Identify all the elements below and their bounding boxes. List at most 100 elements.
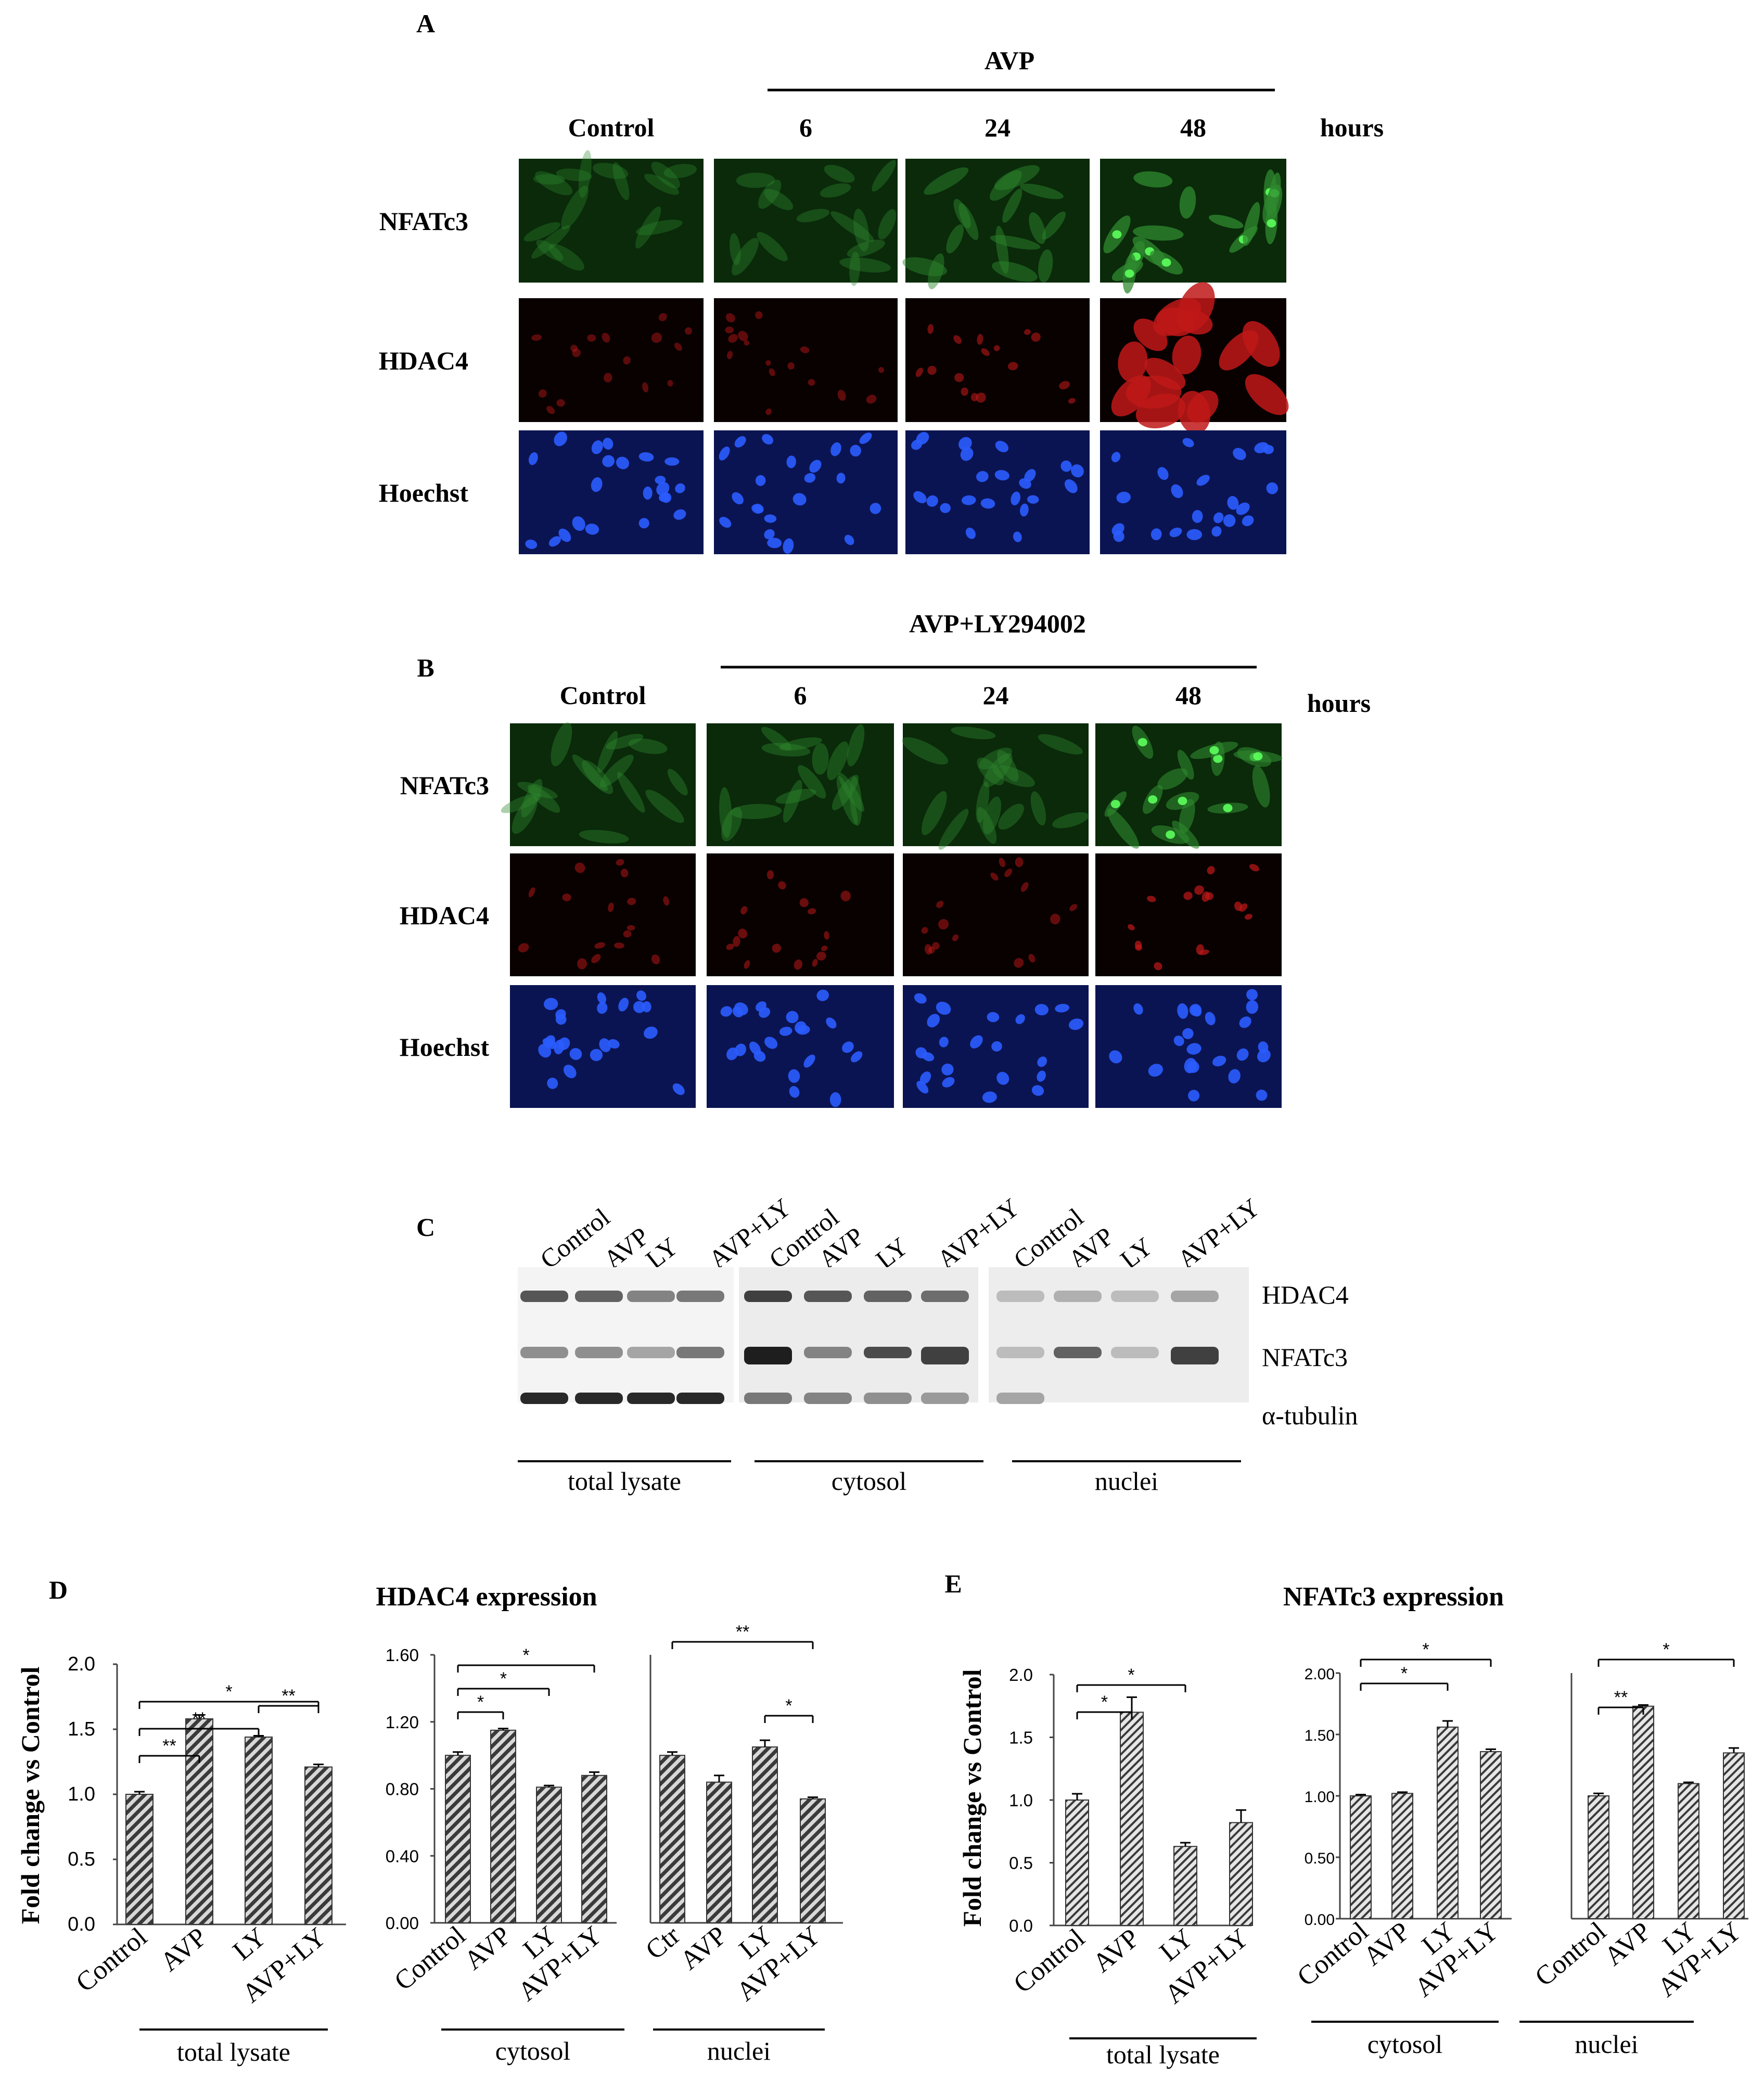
cell-blob xyxy=(587,334,596,342)
cell-blob xyxy=(759,1007,771,1018)
group-label: nuclei xyxy=(1575,2030,1638,2059)
group-label: total lysate xyxy=(177,2037,290,2066)
cell-blob xyxy=(1219,330,1259,371)
y-tick-label: 0.40 xyxy=(386,1846,419,1866)
cell-blob xyxy=(764,189,794,210)
cell-blob xyxy=(994,165,1040,190)
cell-blob xyxy=(1236,1048,1249,1061)
y-tick-label: 1.0 xyxy=(68,1783,95,1805)
cell-blob xyxy=(602,333,610,343)
cell-blob xyxy=(775,788,816,804)
blot-band xyxy=(575,1393,623,1404)
group-label: cytosol xyxy=(832,1466,906,1496)
cell-blob xyxy=(616,456,630,469)
micrograph-hdac4-1 xyxy=(510,853,696,976)
micrograph-hoechst-1 xyxy=(519,430,704,554)
cell-blob xyxy=(667,380,673,387)
blot-band xyxy=(627,1291,675,1302)
nucleus-blob xyxy=(1223,803,1233,812)
blot-membrane-total xyxy=(518,1267,734,1402)
cell-blob xyxy=(832,774,859,810)
cell-blob xyxy=(1055,1004,1070,1013)
blot-band xyxy=(921,1393,969,1404)
cell-blob xyxy=(527,784,560,813)
bar xyxy=(752,1746,778,1923)
significance-label: * xyxy=(1401,1664,1408,1683)
cell-blob xyxy=(738,330,748,341)
cell-blob xyxy=(528,452,538,465)
cell-blob xyxy=(591,440,603,454)
bar xyxy=(1391,1793,1413,1920)
cell-blob xyxy=(1188,1090,1200,1102)
micrograph-background xyxy=(905,159,1090,283)
blot-band xyxy=(1054,1347,1102,1358)
cell-blob xyxy=(953,199,971,228)
cell-blob xyxy=(836,473,846,484)
cell-blob xyxy=(915,367,923,377)
cell-blob xyxy=(927,365,937,375)
cell-blob xyxy=(983,753,1013,787)
cell-blob xyxy=(866,394,877,404)
micrograph-background xyxy=(714,298,898,422)
column-label: 6 xyxy=(794,681,807,710)
category-label: AVP+LY xyxy=(513,1921,608,2007)
group-label: total lysate xyxy=(568,1466,681,1496)
blot-band xyxy=(1171,1347,1219,1364)
cell-blob xyxy=(562,894,571,901)
cell-blob xyxy=(727,351,733,360)
cell-blob xyxy=(1020,882,1029,892)
cell-blob xyxy=(633,1001,645,1013)
blot-band xyxy=(804,1347,852,1358)
blot-band xyxy=(864,1291,912,1302)
cell-blob xyxy=(816,989,829,1001)
cell-blob xyxy=(842,1041,854,1053)
cell-blob xyxy=(794,959,803,970)
cell-blob xyxy=(1133,318,1168,351)
significance-label: * xyxy=(500,1669,507,1689)
blot-band xyxy=(996,1393,1044,1404)
cell-blob xyxy=(599,755,634,788)
cell-blob xyxy=(548,244,584,271)
nucleus-blob xyxy=(1124,269,1134,278)
cell-blob xyxy=(982,796,1002,835)
cell-blob xyxy=(1194,885,1204,895)
cell-blob xyxy=(938,918,949,930)
cell-blob xyxy=(977,807,997,844)
cell-blob xyxy=(936,901,944,909)
cell-blob xyxy=(829,1092,841,1107)
cell-blob xyxy=(517,782,558,799)
cell-blob xyxy=(1015,857,1024,867)
cell-blob xyxy=(594,942,606,949)
cell-blob xyxy=(996,1071,1009,1085)
significance-bracket: * xyxy=(1360,1664,1449,1691)
cell-blob xyxy=(836,776,858,825)
y-tick-label: 0.80 xyxy=(386,1780,419,1799)
cell-blob xyxy=(1172,335,1201,375)
significance-label: * xyxy=(1128,1665,1134,1685)
bar xyxy=(185,1718,213,1925)
cell-blob xyxy=(778,881,786,890)
bar xyxy=(1588,1795,1609,1919)
nucleus-blob xyxy=(1166,830,1175,839)
blot-band xyxy=(520,1393,568,1404)
blot-band xyxy=(627,1393,675,1404)
cell-blob xyxy=(1034,1004,1049,1016)
cell-blob xyxy=(585,524,599,535)
cell-blob xyxy=(914,993,927,1004)
blot-band xyxy=(676,1347,724,1358)
significance-bracket: * xyxy=(457,1692,504,1719)
bar xyxy=(1678,1783,1699,1919)
nucleus-blob xyxy=(1110,800,1120,809)
cell-blob xyxy=(551,722,572,767)
cell-blob xyxy=(1186,529,1203,540)
cell-blob xyxy=(732,1006,744,1017)
blot-band xyxy=(921,1291,969,1302)
significance-bracket: ** xyxy=(138,1736,200,1763)
cell-blob xyxy=(1173,1036,1184,1047)
cell-blob xyxy=(1252,765,1270,808)
cell-blob xyxy=(1234,901,1243,911)
blot-band xyxy=(676,1291,724,1302)
cell-blob xyxy=(1037,1056,1047,1067)
blot-band xyxy=(921,1347,969,1364)
cell-blob xyxy=(1068,1018,1084,1030)
